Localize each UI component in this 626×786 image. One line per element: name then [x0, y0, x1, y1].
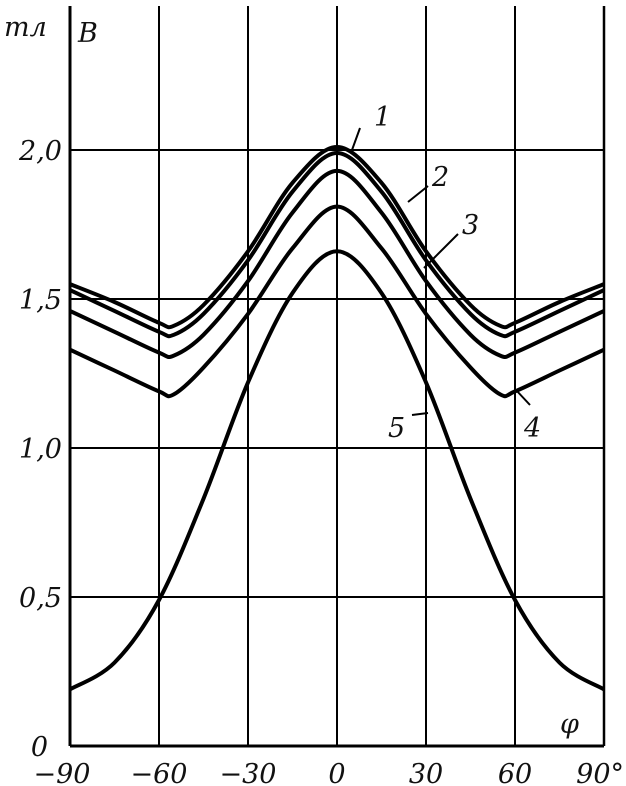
x-tick-label: 60	[498, 759, 532, 786]
series-4-label: 4	[523, 413, 541, 444]
curve-label-leaders	[351, 127, 531, 416]
series-1-line	[69, 145, 605, 330]
unit-label: тл	[4, 12, 47, 43]
x-tick-label: 90°	[576, 759, 624, 786]
series-2-label: 2	[431, 162, 449, 193]
series-2-leader	[407, 185, 429, 203]
series-3-leader	[423, 233, 459, 269]
series-3-line	[69, 168, 605, 360]
y-axis-label: B	[77, 18, 98, 49]
x-tick-label: 30	[409, 759, 443, 786]
series-3-label: 3	[462, 210, 479, 241]
series-1-leader	[351, 127, 361, 151]
series-5-leader	[411, 412, 429, 416]
x-axis-label: φ	[560, 709, 579, 740]
x-tick-label: −60	[131, 759, 188, 786]
y-tick-label: 2,0	[18, 136, 62, 167]
y-tick-label: 1,5	[19, 285, 62, 316]
y-tick-label: 0,5	[19, 583, 62, 614]
grid	[68, 6, 606, 748]
series-2-line	[69, 151, 605, 339]
y-tick-label: 0	[31, 732, 48, 763]
series-5-label: 5	[388, 413, 405, 444]
curves	[68, 145, 606, 692]
series-5-line	[68, 249, 606, 692]
series-1-label: 1	[374, 102, 391, 133]
series-4-line	[69, 204, 605, 399]
y-tick-label: 1,0	[19, 434, 62, 465]
series-4-leader	[515, 389, 531, 406]
x-tick-label: 0	[328, 759, 345, 786]
x-tick-label: −90	[34, 759, 91, 786]
x-tick-label: −30	[220, 759, 277, 786]
